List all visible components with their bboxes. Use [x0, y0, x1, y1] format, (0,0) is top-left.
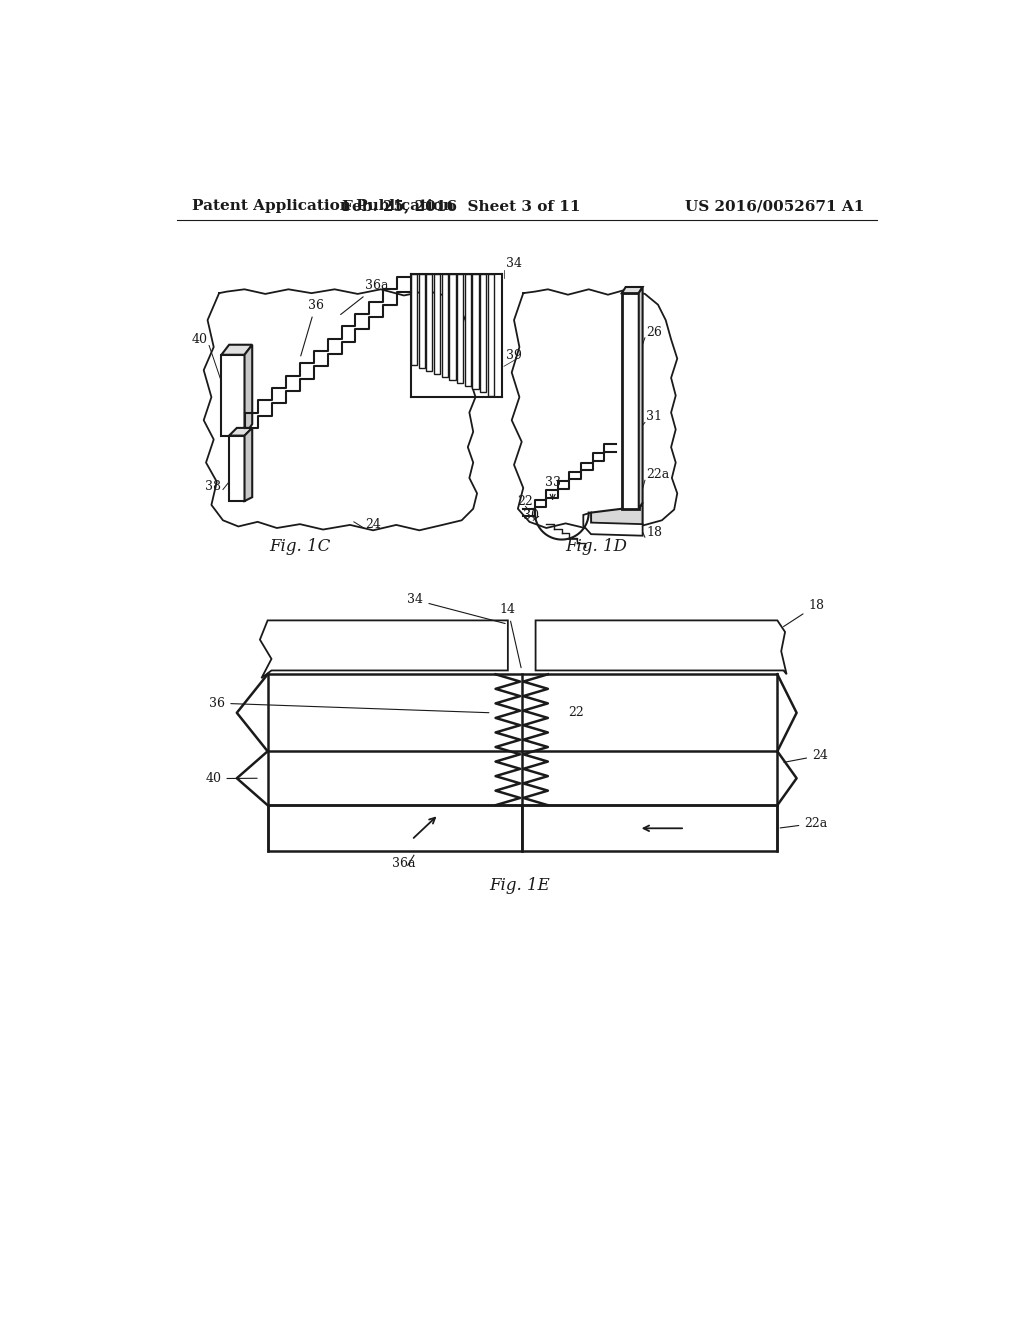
Text: 34: 34	[408, 594, 505, 623]
Polygon shape	[465, 275, 471, 387]
Polygon shape	[245, 428, 252, 502]
Text: 14: 14	[500, 603, 521, 668]
Polygon shape	[260, 620, 508, 678]
Bar	[521, 805, 777, 851]
Text: 22a: 22a	[780, 817, 827, 830]
Text: 31: 31	[646, 411, 663, 424]
Text: 33: 33	[545, 475, 561, 499]
Text: 24: 24	[784, 748, 827, 763]
Polygon shape	[245, 345, 252, 436]
Text: Fig. 1D: Fig. 1D	[565, 539, 628, 556]
Text: 36a: 36a	[392, 857, 416, 870]
Polygon shape	[221, 345, 252, 355]
Polygon shape	[221, 355, 245, 436]
Text: 36: 36	[301, 298, 324, 356]
Text: 40: 40	[191, 333, 208, 346]
Polygon shape	[472, 275, 478, 389]
Polygon shape	[450, 275, 456, 380]
Text: Patent Application Publication: Patent Application Publication	[193, 199, 455, 213]
Text: 30: 30	[523, 508, 540, 521]
Polygon shape	[457, 275, 463, 383]
Text: Feb. 25, 2016  Sheet 3 of 11: Feb. 25, 2016 Sheet 3 of 11	[342, 199, 581, 213]
Polygon shape	[434, 275, 440, 374]
Polygon shape	[204, 289, 477, 531]
Text: US 2016/0052671 A1: US 2016/0052671 A1	[685, 199, 864, 213]
Text: 38: 38	[206, 479, 221, 492]
Polygon shape	[512, 289, 677, 529]
Text: 18: 18	[646, 525, 663, 539]
Polygon shape	[480, 275, 486, 392]
Text: 24: 24	[366, 517, 381, 531]
Polygon shape	[639, 286, 643, 508]
Polygon shape	[622, 286, 643, 293]
Polygon shape	[622, 293, 639, 508]
Text: Fig. 1C: Fig. 1C	[269, 539, 331, 556]
Polygon shape	[229, 436, 245, 502]
Polygon shape	[591, 503, 643, 531]
Polygon shape	[229, 428, 252, 436]
Text: 40: 40	[206, 772, 257, 785]
Text: 22a: 22a	[646, 469, 670, 480]
Polygon shape	[419, 275, 425, 368]
Text: 36: 36	[209, 697, 488, 713]
Polygon shape	[487, 275, 494, 396]
Text: 26: 26	[646, 326, 663, 338]
Polygon shape	[584, 512, 643, 536]
Polygon shape	[441, 275, 447, 378]
Text: Fig. 1E: Fig. 1E	[489, 876, 550, 894]
Text: 22: 22	[517, 495, 532, 508]
Text: 22: 22	[568, 706, 584, 719]
Text: 34: 34	[506, 257, 521, 271]
Bar	[267, 805, 521, 851]
Polygon shape	[411, 275, 417, 364]
Text: 36a: 36a	[341, 280, 389, 314]
Text: 39: 39	[506, 348, 521, 362]
Polygon shape	[426, 275, 432, 371]
Polygon shape	[536, 620, 786, 675]
Text: 18: 18	[783, 599, 824, 627]
